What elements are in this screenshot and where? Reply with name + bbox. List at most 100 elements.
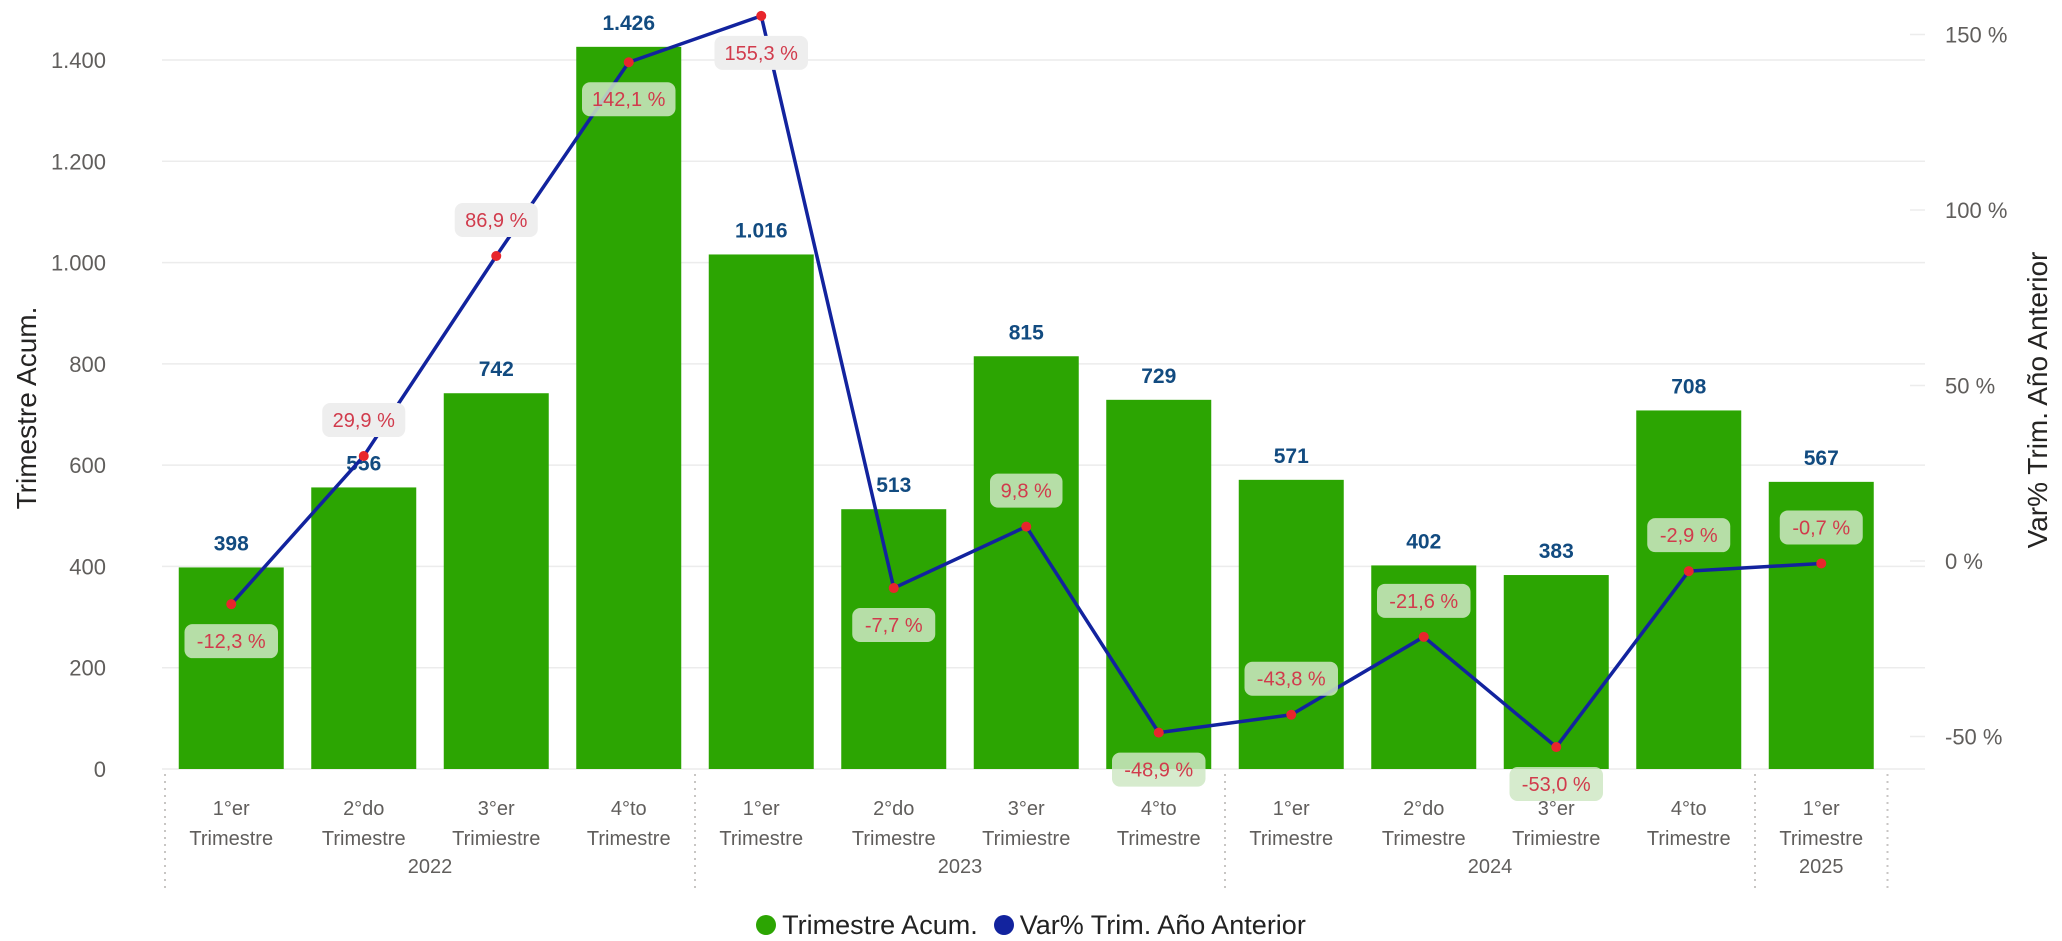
x-category-label-line2: Trimestre [1249, 828, 1333, 850]
x-category-label-line1: 3°er [478, 798, 515, 820]
combo-chart: 398 556 742 1.426 1.016 513 815 729 571 402 383 708… [11, 10, 2053, 890]
line-point [756, 10, 767, 21]
x-category-label-line1: 1°er [213, 798, 250, 820]
pct-label-background [990, 473, 1063, 508]
legend-label-line: Var% Trim. Año Anterior [1019, 909, 1306, 940]
x-group-label: 2023 [938, 856, 983, 878]
x-category-label-line1: 2°do [1403, 798, 1444, 820]
x-category-label-line1: 4°to [1671, 798, 1707, 820]
legend: Trimestre Acum. Var% Trim. Año Anterior [0, 910, 2062, 940]
right-tick-label: 100 % [1945, 198, 2007, 223]
bar-value-label: 398 [214, 532, 249, 555]
pct-label: -12,3 % [197, 631, 266, 653]
x-category-label-line2: Trimestre [1382, 828, 1466, 850]
x-axis: 1°er Trimestre 2°do Trimestre 3°er Trimiestre… [164, 774, 1889, 890]
right-axis-title: Var% Trim. Año Anterior [2022, 252, 2053, 549]
right-tick-label: 50 % [1945, 374, 1995, 399]
right-tick-label: -50 % [1945, 725, 2002, 750]
x-category-label-line2: Trimestre [189, 828, 273, 850]
x-group-label: 2022 [408, 856, 453, 878]
pct-label-background [454, 202, 538, 237]
pct-label-background [714, 35, 808, 70]
x-category-label-line2: Trimiestre [1512, 828, 1600, 850]
legend-swatch-line [993, 915, 1014, 935]
line-point [358, 451, 369, 462]
bar [1238, 479, 1344, 769]
bar [1106, 399, 1212, 769]
line-point [1021, 521, 1032, 532]
bar-value-label: 815 [1009, 321, 1044, 344]
x-category-label-line2: Trimestre [587, 828, 671, 850]
left-tick-label: 600 [69, 453, 106, 478]
left-tick-label: 0 [94, 757, 106, 782]
bar-value-label: 567 [1804, 447, 1839, 470]
bar-value-label: 708 [1671, 375, 1706, 398]
pct-label-background [1647, 518, 1731, 553]
x-category-label-line2: Trimiestre [452, 828, 540, 850]
x-category-label-line1: 1°er [1273, 798, 1310, 820]
line-point [1816, 558, 1827, 569]
legend-item-bars[interactable]: Trimestre Acum. [756, 910, 978, 941]
pct-label-background [1509, 767, 1603, 802]
right-axis: -50 % 0 % 50 % 100 % 150 % [1910, 23, 2007, 750]
x-category-label-line2: Trimestre [1647, 828, 1731, 850]
left-tick-label: 1.200 [51, 149, 106, 174]
line-point [491, 250, 502, 261]
right-tick-label: 150 % [1945, 23, 2007, 48]
left-tick-label: 400 [69, 554, 106, 579]
x-category-label-line1: 2°do [343, 798, 384, 820]
x-category-label-line1: 2°do [873, 798, 914, 820]
left-axis-title: Trimestre Acum. [11, 307, 42, 510]
bar-value-label: 729 [1141, 365, 1176, 388]
x-category-label-line2: Trimiestre [982, 828, 1070, 850]
legend-swatch-bars [756, 915, 777, 935]
pct-label: -53,0 % [1522, 774, 1591, 796]
bar-value-label: 402 [1406, 530, 1441, 553]
bar-series [178, 46, 1874, 769]
pct-label: -0,7 % [1792, 517, 1850, 539]
bar [1503, 575, 1609, 769]
pct-label: -43,8 % [1257, 669, 1326, 691]
pct-label-background [322, 403, 406, 438]
pct-label: -2,9 % [1660, 525, 1718, 547]
pct-label: 155,3 % [725, 43, 799, 65]
x-category-label-line2: Trimestre [719, 828, 803, 850]
bar [443, 393, 549, 769]
pct-label: -48,9 % [1124, 760, 1193, 782]
bar [1636, 410, 1742, 769]
x-category-label-line2: Trimestre [852, 828, 936, 850]
line-point [1551, 742, 1562, 753]
left-tick-label: 800 [69, 352, 106, 377]
bar-value-label: 383 [1539, 540, 1574, 563]
line-point [1683, 566, 1694, 577]
pct-label-background [852, 608, 936, 643]
legend-item-line[interactable]: Var% Trim. Año Anterior [993, 909, 1306, 941]
x-category-label-line1: 1°er [1803, 798, 1840, 820]
x-group-label: 2025 [1799, 856, 1844, 878]
left-tick-label: 1.400 [51, 48, 106, 73]
bar-value-label: 556 [346, 452, 381, 475]
line-point [1286, 709, 1297, 720]
line-point [1418, 631, 1429, 642]
left-tick-label: 1.000 [51, 251, 106, 276]
line-point [623, 57, 634, 68]
x-category-label-line2: Trimestre [1779, 828, 1863, 850]
bar-value-label: 742 [479, 358, 514, 381]
pct-label: -7,7 % [865, 615, 923, 637]
x-category-label-line1: 1°er [743, 798, 780, 820]
line-point [226, 599, 237, 610]
line-point [888, 583, 899, 594]
x-category-label-line1: 4°to [1141, 798, 1177, 820]
pct-label: -21,6 % [1389, 591, 1458, 613]
x-category-label-line1: 4°to [611, 798, 647, 820]
pct-label: 29,9 % [333, 410, 395, 432]
pct-label-background [1779, 510, 1863, 545]
bar [311, 487, 417, 769]
pct-label-background [184, 624, 278, 659]
line-data-labels: -12,3 % 29,9 % 86,9 % 142,1 % 155,3 % -7,7 % 9… [184, 35, 1863, 802]
bar [708, 254, 814, 769]
bar-value-label: 513 [876, 474, 911, 497]
line-point [1153, 727, 1164, 738]
pct-label: 86,9 % [465, 210, 527, 232]
bar [973, 356, 1079, 769]
